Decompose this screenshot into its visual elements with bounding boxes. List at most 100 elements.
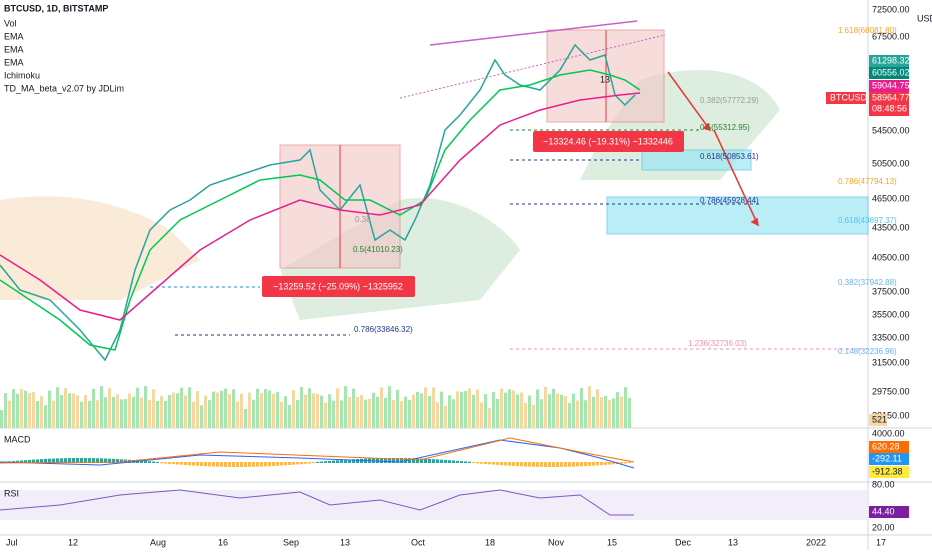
macd-bar — [488, 462, 491, 465]
volume-bar — [436, 402, 439, 428]
price-line — [0, 43, 636, 362]
measure-label: −13324.46 (−19.31%) −1332446 — [543, 136, 673, 146]
volume-bar — [588, 386, 591, 428]
volume-bar — [344, 386, 347, 428]
volume-bar — [320, 395, 323, 428]
macd-bar — [92, 458, 95, 463]
volume-bar — [140, 397, 143, 428]
volume-bar — [56, 387, 59, 428]
volume-bar — [32, 391, 35, 428]
volume-bar — [424, 387, 427, 428]
macd-bar — [448, 460, 451, 463]
volume-bar — [528, 395, 531, 428]
volume-bar — [92, 388, 95, 428]
macd-bar — [496, 462, 499, 465]
fib-label: 0.5(41010.23) — [353, 245, 403, 254]
volume-tag: 521 — [872, 414, 887, 424]
price-tag: 58964.77 — [872, 92, 910, 102]
macd-bar — [504, 462, 507, 466]
macd-bar — [260, 462, 263, 467]
macd-bar — [392, 458, 395, 463]
volume-bar — [228, 394, 231, 428]
volume-bar — [464, 390, 467, 428]
macd-bar — [612, 462, 615, 465]
volume-bar — [340, 400, 343, 428]
macd-bar — [396, 458, 399, 463]
arrows — [667, 71, 759, 227]
price-tag: 60556.02 — [872, 67, 910, 77]
macd-bar — [456, 460, 459, 463]
volume-bar — [596, 389, 599, 428]
volume-bar — [336, 388, 339, 428]
volume-bar — [368, 398, 371, 428]
macd-bar — [424, 458, 427, 463]
price-label: 29750.00 — [872, 386, 910, 396]
price-label: 35500.00 — [872, 309, 910, 319]
macd-bar — [188, 462, 191, 466]
macd-bar — [440, 459, 443, 463]
volume-bar — [232, 389, 235, 428]
volume-bar — [184, 395, 187, 428]
indicator: EMA — [4, 57, 24, 67]
macd-bar — [340, 460, 343, 463]
volume-bar — [448, 395, 451, 428]
macd-bar — [408, 458, 411, 463]
volume-bar — [152, 389, 155, 428]
macd-bar — [556, 462, 559, 467]
volume-bar — [76, 395, 79, 428]
macd-bar — [620, 462, 623, 464]
volume-bar — [420, 393, 423, 428]
macd-bar — [60, 458, 63, 463]
macd-bar — [84, 458, 87, 463]
macd-bar — [512, 462, 515, 466]
macd-bar — [204, 462, 207, 467]
volume-bar — [176, 393, 179, 428]
volume-bar — [484, 394, 487, 428]
volume-bar — [132, 396, 135, 428]
volume-bar — [40, 396, 43, 428]
volume-bar — [136, 387, 139, 428]
volume-bar — [212, 391, 215, 428]
indicator: TD_MA_beta_v2.07 by JDLim — [4, 83, 124, 93]
price-tag-bg — [869, 67, 909, 79]
macd-bar — [44, 458, 47, 463]
fib-label: 0.618(43697.37) — [838, 216, 897, 225]
volume-bar — [552, 388, 555, 428]
macd-bar — [248, 462, 251, 467]
volume-bar — [200, 405, 203, 428]
volume-bar — [364, 399, 367, 428]
macd-bar — [296, 462, 299, 465]
price-label: 43500.00 — [872, 222, 910, 232]
time-label: 13 — [340, 537, 350, 547]
volume-bar — [304, 394, 307, 428]
volume-bar — [216, 392, 219, 428]
volume-bar — [496, 398, 499, 428]
volume-bar — [360, 395, 363, 428]
macd-bar — [212, 462, 215, 467]
macd-bar — [304, 462, 307, 464]
macd-bar — [476, 462, 479, 464]
macd-bar — [568, 462, 571, 467]
volume-bar — [564, 396, 567, 428]
macd-bar — [596, 462, 599, 466]
volume-bar — [240, 393, 243, 428]
macd-bar — [160, 462, 163, 464]
volume-bar — [312, 393, 315, 428]
volume-bar — [288, 405, 291, 428]
chart-mark: 13 — [600, 74, 610, 84]
price-tag: 61298.32 — [872, 55, 910, 65]
volume-bar — [248, 392, 251, 428]
volume-bar — [36, 401, 39, 428]
price-label: 67500.00 — [872, 31, 910, 41]
macd-bar — [580, 462, 583, 467]
macd-bar — [56, 458, 59, 463]
volume-bar — [572, 393, 575, 428]
macd-bar — [472, 462, 475, 464]
macd-bar — [196, 462, 199, 466]
macd-bar — [172, 462, 175, 465]
price-label: 37500.00 — [872, 286, 910, 296]
volume-bar — [620, 396, 623, 428]
macd-bar — [48, 458, 51, 463]
time-label: 15 — [607, 537, 617, 547]
macd-bar — [380, 458, 383, 463]
